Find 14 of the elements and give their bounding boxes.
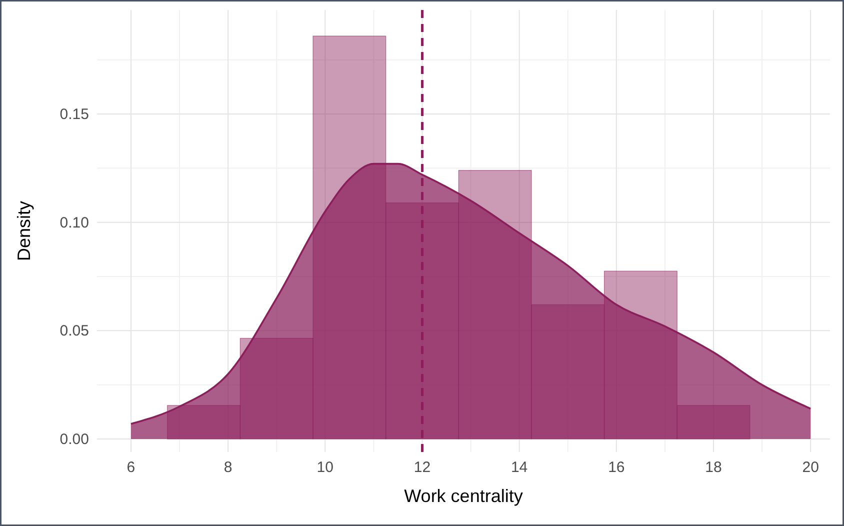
y-tick-label: 0.05 xyxy=(60,322,89,340)
y-axis-title: Density xyxy=(14,200,34,262)
x-axis-title: Work centrality xyxy=(404,486,523,506)
x-tick-label: 18 xyxy=(705,459,722,476)
y-tick-label: 0.00 xyxy=(60,431,89,448)
x-tick-label: 12 xyxy=(414,459,431,476)
y-tick-label: 0.10 xyxy=(60,214,89,232)
y-tick-label: 0.15 xyxy=(60,106,89,123)
x-tick-label: 16 xyxy=(608,459,625,476)
x-tick-label: 20 xyxy=(802,459,819,476)
x-tick-label: 6 xyxy=(126,459,136,476)
x-tick-label: 14 xyxy=(510,459,528,476)
x-tick-label: 10 xyxy=(316,459,334,476)
x-tick-label: 8 xyxy=(224,459,232,476)
